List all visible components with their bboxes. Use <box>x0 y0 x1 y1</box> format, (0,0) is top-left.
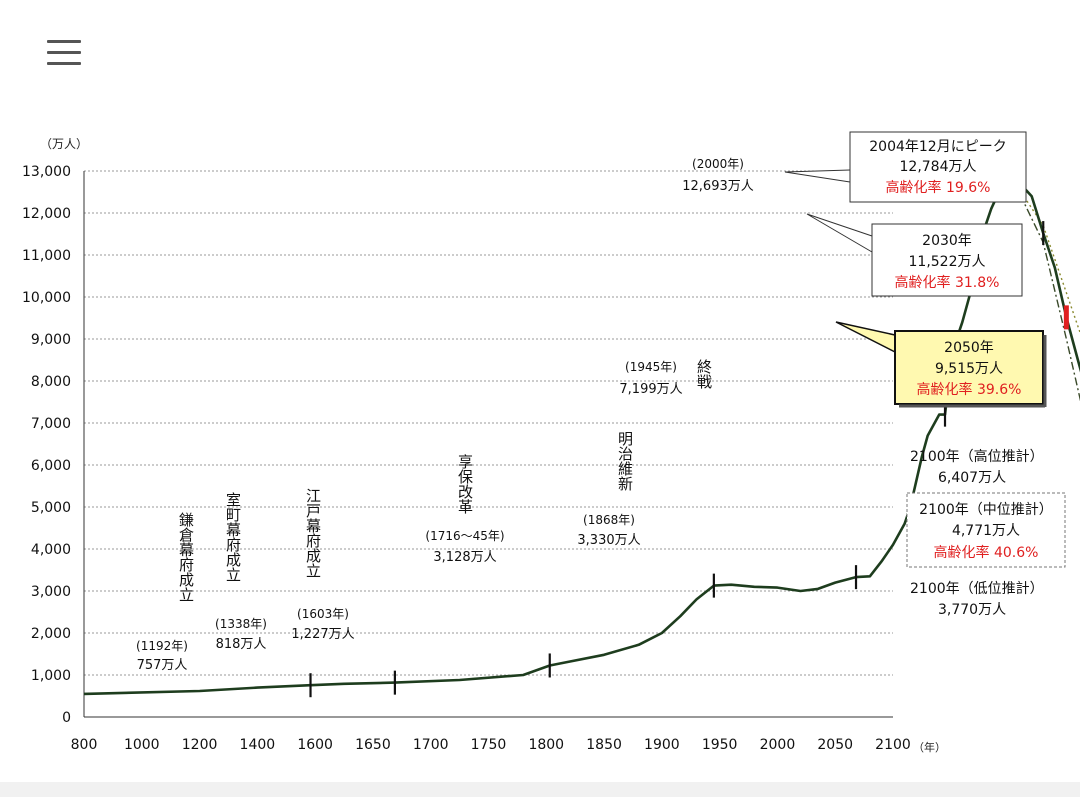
callout-2030-line1: 2030年 <box>922 233 972 249</box>
point-label-value-1192: 757万人 <box>137 658 188 673</box>
y-tick-label: 7,000 <box>31 416 71 432</box>
y-tick-label: 5,000 <box>31 500 71 516</box>
y-tick-label: 12,000 <box>22 206 71 222</box>
callout-peak-line2: 12,784万人 <box>900 159 977 175</box>
callout-2030-line2: 11,522万人 <box>909 254 986 270</box>
callout-2050-aging: 高齢化率 39.6% <box>917 381 1022 398</box>
callout-peak-aging: 高齢化率 19.6% <box>886 179 991 196</box>
y-tick-label: 1,000 <box>31 668 71 684</box>
point-label-value-1868: 3,330万人 <box>577 533 640 548</box>
projection-low-line2: 3,770万人 <box>938 602 1006 618</box>
point-label-value-1945: 7,199万人 <box>619 382 682 397</box>
projection-mid-line2: 4,771万人 <box>952 523 1020 539</box>
x-tick-label: 1650 <box>355 737 391 753</box>
point-label-year-1192: (1192年) <box>136 639 188 653</box>
point-label-year-kyoho: (1716〜45年) <box>425 529 504 543</box>
vertical-label-shusen: 終戦 <box>695 359 713 390</box>
point-label-year-1603: (1603年) <box>297 607 349 621</box>
x-tick-label: 1900 <box>644 737 680 753</box>
projection-high-line2: 6,407万人 <box>938 470 1006 486</box>
y-tick-label: 6,000 <box>31 458 71 474</box>
x-tick-label: 2050 <box>817 737 853 753</box>
vertical-label-kyoho: 享保改革 <box>456 454 474 514</box>
y-tick-label: 4,000 <box>31 542 71 558</box>
projection-mid-line1: 2100年（中位推計） <box>919 502 1053 518</box>
vertical-label-edo: 江戸幕府成立 <box>304 488 322 578</box>
menu-icon-bar <box>47 51 81 54</box>
y-tick-label: 0 <box>62 710 71 726</box>
callout-2050-line1: 2050年 <box>944 340 994 356</box>
y-tick-label: 13,000 <box>22 164 71 180</box>
y-tick-label: 11,000 <box>22 248 71 264</box>
x-tick-label: 1750 <box>471 737 507 753</box>
x-tick-labels: 800 1000 1200 1400 1600 1650 1700 1750 1800 1850 1… <box>71 737 911 753</box>
menu-icon-bar <box>47 40 81 43</box>
x-tick-label: 1800 <box>528 737 564 753</box>
callout-peak-2004: 2004年12月にピーク 12,784万人 高齢化率 19.6% <box>784 131 1027 203</box>
menu-icon-bar <box>47 62 81 65</box>
callout-2030: 2030年 11,522万人 高齢化率 31.8% <box>806 213 1023 297</box>
point-label-year-1868: (1868年) <box>583 513 635 527</box>
point-label-year-1945: (1945年) <box>625 360 677 374</box>
x-tick-label: 2000 <box>760 737 796 753</box>
projection-low-line1: 2100年（低位推計） <box>910 581 1044 597</box>
callout-2030-aging: 高齢化率 31.8% <box>895 274 1000 291</box>
vertical-label-meiji: 明治維新 <box>616 431 634 492</box>
y-tick-label: 10,000 <box>22 290 71 306</box>
callout-peak-line1: 2004年12月にピーク <box>869 139 1006 155</box>
bottom-strip <box>0 782 1080 797</box>
point-label-value-1603: 1,227万人 <box>291 627 354 642</box>
point-label-value-2000: 12,693万人 <box>682 179 754 194</box>
x-tick-label: 1600 <box>297 737 333 753</box>
x-tick-label: 1850 <box>586 737 622 753</box>
x-tick-label: 1200 <box>182 737 218 753</box>
x-tick-label: 1400 <box>240 737 276 753</box>
y-tick-labels: 0 1,000 2,000 3,000 4,000 5,000 6,000 7,000 8,00… <box>22 164 71 726</box>
y-tick-label: 9,000 <box>31 332 71 348</box>
callout-2050: 2050年 9,515万人 高齢化率 39.6% <box>835 321 1047 408</box>
y-tick-label: 3,000 <box>31 584 71 600</box>
projection-mid-box <box>906 492 1066 568</box>
point-label-year-2000: (2000年) <box>692 157 744 171</box>
y-tick-label: 8,000 <box>31 374 71 390</box>
x-tick-label: 1700 <box>413 737 449 753</box>
x-unit-label: （年） <box>913 740 946 754</box>
vertical-label-kamakura: 鎌倉幕府成立 <box>177 512 195 602</box>
projection-mid-aging: 高齢化率 40.6% <box>934 544 1039 561</box>
point-label-value-kyoho: 3,128万人 <box>433 550 496 565</box>
series-line-dotted <box>1012 179 1080 335</box>
axes <box>83 171 893 718</box>
vertical-label-muromachi: 室町幕府成立 <box>224 492 242 582</box>
x-tick-label: 1950 <box>702 737 738 753</box>
projection-high-line1: 2100年（高位推計） <box>910 448 1044 465</box>
y-tick-label: 2,000 <box>31 626 71 642</box>
callout-2050-line2: 9,515万人 <box>935 361 1003 377</box>
point-label-value-1338: 818万人 <box>216 637 267 652</box>
y-unit-label: （万人） <box>40 137 88 151</box>
point-label-year-1338: (1338年) <box>215 617 267 631</box>
x-tick-label: 800 <box>71 737 98 753</box>
x-tick-label: 2100 <box>875 737 911 753</box>
hamburger-menu-button[interactable] <box>47 40 81 70</box>
x-tick-label: 1000 <box>124 737 160 753</box>
grid-lines <box>84 170 893 676</box>
